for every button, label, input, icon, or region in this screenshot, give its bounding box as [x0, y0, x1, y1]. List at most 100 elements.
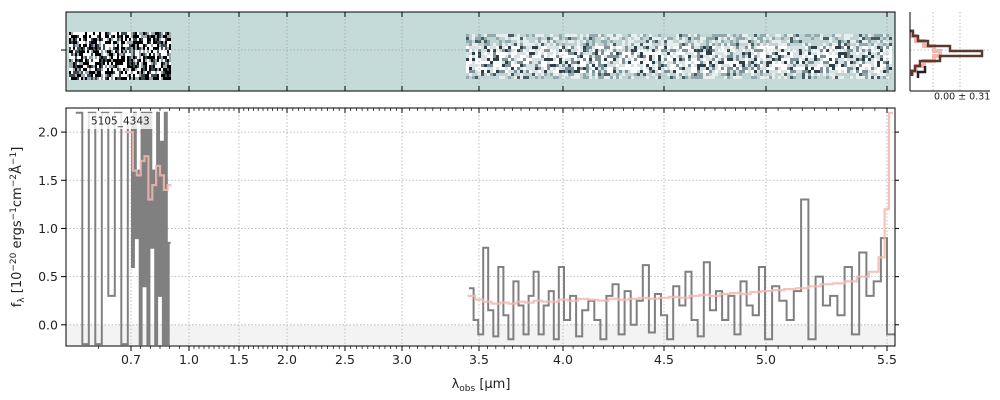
spec2d-pixel [71, 62, 73, 65]
spec2d-pixel [139, 77, 141, 80]
spec2d-pixel [865, 61, 868, 64]
spec2d-pixel [742, 70, 745, 73]
spec2d-pixel [637, 55, 640, 58]
spec2d-pixel [547, 52, 550, 55]
spec2d-pixel [165, 71, 167, 74]
spec2d-pixel [847, 49, 850, 52]
spec2d-pixel [93, 71, 95, 74]
spec2d-pixel [844, 43, 847, 46]
spec2d-pixel [811, 70, 814, 73]
spec2d-pixel [481, 58, 484, 61]
spec2d-pixel [796, 46, 799, 49]
spec2d-pixel [619, 64, 622, 67]
spec2d-pixel [69, 50, 71, 53]
spec2d-pixel [808, 58, 811, 61]
spec2d-pixel [523, 43, 526, 46]
spec2d-pixel [586, 58, 589, 61]
spec2d-pixel [772, 64, 775, 67]
spec2d-pixel [823, 70, 826, 73]
spec2d-pixel [877, 55, 880, 58]
spec2d-pixel [493, 76, 496, 79]
spec2d-pixel [117, 65, 119, 68]
spec2d-pixel [89, 50, 91, 53]
spec2d-pixel [766, 46, 769, 49]
spec2d-pixel [880, 61, 883, 64]
spec2d-pixel [71, 50, 73, 53]
spec2d-pixel [129, 71, 131, 74]
x-tick-label: 3.0 [392, 352, 412, 367]
spec2d-pixel [157, 50, 159, 53]
spec2d-pixel [167, 32, 169, 35]
spec2d-pixel [511, 52, 514, 55]
spec2d-pixel [85, 35, 87, 38]
spec2d-pixel [165, 41, 167, 44]
spec2d-pixel [607, 46, 610, 49]
spec2d-pixel [125, 65, 127, 68]
spec2d-pixel [169, 56, 171, 59]
spec2d-pixel [133, 77, 135, 80]
spec2d-pixel [613, 64, 616, 67]
spec2d-pixel [874, 40, 877, 43]
spec2d-pixel [658, 70, 661, 73]
spec2d-pixel [589, 58, 592, 61]
spec2d-pixel [814, 43, 817, 46]
spec2d-pixel [796, 58, 799, 61]
spec2d-pixel [601, 55, 604, 58]
spec2d-pixel [832, 58, 835, 61]
spec2d-pixel [679, 55, 682, 58]
spec2d-pixel [508, 37, 511, 40]
spec2d-pixel [81, 32, 83, 35]
spec2d-pixel [688, 76, 691, 79]
spec2d-pixel [139, 44, 141, 47]
spec2d-pixel [538, 67, 541, 70]
spec2d-pixel [718, 34, 721, 37]
spec2d-pixel [715, 64, 718, 67]
spec2d-pixel [87, 38, 89, 41]
x-tick-label: 5.5 [877, 352, 897, 367]
spec2d-pixel [883, 58, 886, 61]
spec2d-pixel [628, 64, 631, 67]
spec2d-pixel [481, 55, 484, 58]
spec2d-pixel [694, 37, 697, 40]
spec2d-pixel [91, 47, 93, 50]
spec2d-pixel [874, 61, 877, 64]
spec2d-pixel [763, 76, 766, 79]
spec2d-pixel [859, 49, 862, 52]
spec2d-pixel [109, 53, 111, 56]
spec2d-pixel [514, 61, 517, 64]
spec2d-pixel [760, 37, 763, 40]
spec2d-pixel [77, 50, 79, 53]
spec2d-pixel [87, 44, 89, 47]
spec2d-pixel [523, 46, 526, 49]
spec2d-pixel [841, 73, 844, 76]
spec2d-pixel [97, 65, 99, 68]
spec2d-pixel [754, 73, 757, 76]
spec2d-pixel [733, 37, 736, 40]
spec2d-pixel [571, 49, 574, 52]
spec2d-pixel [568, 46, 571, 49]
spec2d-pixel [69, 77, 71, 80]
spec2d-pixel [89, 38, 91, 41]
spec2d-pixel [565, 37, 568, 40]
spec2d-pixel [541, 37, 544, 40]
spec2d-pixel [107, 35, 109, 38]
spec2d-pixel [137, 77, 139, 80]
spec2d-pixel [157, 71, 159, 74]
spec2d-pixel [85, 32, 87, 35]
spec2d-pixel [856, 49, 859, 52]
spec2d-pixel [469, 76, 472, 79]
spec2d-pixel [490, 46, 493, 49]
spec2d-pixel [667, 64, 670, 67]
spec2d-pixel [739, 58, 742, 61]
spec2d-pixel [775, 40, 778, 43]
spec2d-pixel [874, 46, 877, 49]
spec2d-pixel [805, 58, 808, 61]
spec2d-pixel [628, 55, 631, 58]
spec2d-pixel [535, 34, 538, 37]
spec2d-pixel [634, 46, 637, 49]
spec2d-pixel [147, 41, 149, 44]
spec2d-pixel [712, 55, 715, 58]
spec2d-pixel [688, 64, 691, 67]
spec2d-pixel [649, 67, 652, 70]
spec2d-pixel [733, 64, 736, 67]
